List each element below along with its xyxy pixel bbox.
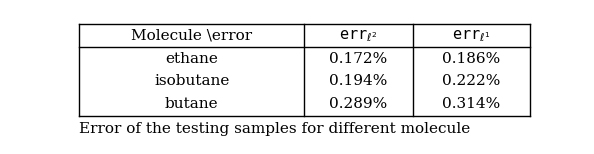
Text: 0.314%: 0.314% — [442, 97, 500, 111]
Text: 0.194%: 0.194% — [329, 75, 388, 89]
Text: $\mathtt{err}_{\ell^1}$: $\mathtt{err}_{\ell^1}$ — [452, 28, 491, 44]
Text: Error of the testing samples for different molecule: Error of the testing samples for differe… — [79, 122, 470, 136]
Text: isobutane: isobutane — [154, 75, 229, 89]
Text: ethane: ethane — [165, 52, 218, 66]
Text: butane: butane — [165, 97, 219, 111]
Text: $\mathtt{err}_{\ell^2}$: $\mathtt{err}_{\ell^2}$ — [339, 28, 378, 44]
Text: Molecule \error: Molecule \error — [131, 29, 252, 43]
Text: 0.186%: 0.186% — [442, 52, 500, 66]
Text: 0.289%: 0.289% — [330, 97, 388, 111]
Text: 0.172%: 0.172% — [330, 52, 388, 66]
Text: 0.222%: 0.222% — [442, 75, 501, 89]
